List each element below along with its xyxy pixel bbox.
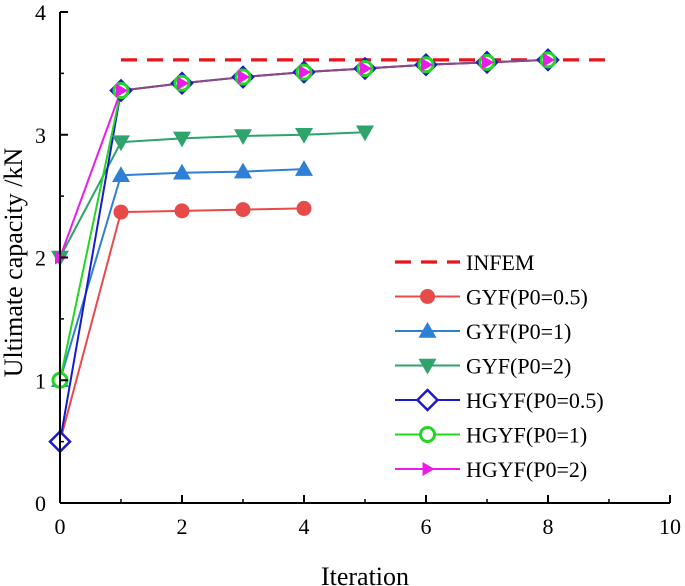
- series-initial-segment: [59, 90, 122, 442]
- legend-label: HGYF(P0=1): [466, 423, 587, 448]
- series-initial-segment: [59, 211, 122, 442]
- data-point: [421, 57, 433, 72]
- plot-area: [48, 48, 609, 454]
- data-point: [112, 135, 130, 152]
- ticks: 0 2 4 6 8 10 0 1 2 3 4: [35, 0, 681, 539]
- series-initial-segment: [59, 90, 122, 381]
- series-initial-segment: [59, 90, 122, 258]
- legend-swatch-marker: [422, 462, 435, 476]
- x-tick-label: 8: [543, 514, 554, 539]
- data-point: [360, 61, 372, 76]
- y-tick-label: 2: [35, 246, 46, 271]
- legend-item: GYF(P0=2): [395, 354, 571, 379]
- data-point: [295, 160, 313, 176]
- legend-item: HGYF(P0=1): [395, 423, 587, 448]
- y-tick-label: 1: [35, 368, 46, 393]
- data-point: [113, 204, 129, 220]
- data-point: [543, 52, 555, 67]
- legend-item: GYF(P0=0.5): [395, 285, 588, 310]
- data-point: [173, 163, 191, 180]
- legend: INFEM GYF(P0=0.5) GYF(P0=1) GYF(P0=2) HGYF(P…: [395, 250, 604, 482]
- legend-item: INFEM: [395, 250, 534, 275]
- legend-label: HGYF(P0=2): [466, 457, 587, 482]
- data-point: [235, 202, 251, 218]
- x-tick-label: 0: [55, 514, 66, 539]
- series-line: [120, 207, 305, 214]
- data-point: [116, 83, 128, 98]
- legend-swatch-marker: [420, 289, 435, 304]
- y-tick-label: 3: [35, 123, 46, 148]
- x-tick-label: 10: [659, 514, 681, 539]
- series-initial-segment: [59, 141, 122, 258]
- x-tick-label: 4: [299, 514, 310, 539]
- x-tick-label: 6: [421, 514, 432, 539]
- data-point: [177, 76, 189, 91]
- data-point: [173, 131, 191, 148]
- data-point: [234, 162, 252, 179]
- legend-swatch-marker: [419, 426, 436, 443]
- data-point: [482, 55, 494, 70]
- legend-label: GYF(P0=0.5): [466, 285, 588, 310]
- legend-swatch-marker: [418, 358, 437, 375]
- legend-swatch-marker: [418, 322, 437, 338]
- data-point: [238, 70, 250, 85]
- legend-item: HGYF(P0=2): [395, 457, 587, 482]
- legend-label: INFEM: [466, 250, 534, 275]
- data-point: [295, 128, 313, 144]
- legend-label: HGYF(P0=0.5): [466, 388, 604, 413]
- series-line: [120, 168, 305, 177]
- y-tick-label: 4: [35, 0, 46, 25]
- series-initial-segment: [59, 174, 122, 381]
- data-point: [234, 129, 252, 145]
- y-axis-title: Ultimate capacity /kN: [0, 147, 28, 377]
- data-point: [356, 125, 374, 142]
- data-point: [299, 65, 311, 80]
- x-axis-title: Iteration: [321, 562, 409, 586]
- series-markers: [48, 48, 560, 454]
- legend-item: GYF(P0=1): [395, 319, 571, 344]
- data-point: [112, 166, 130, 183]
- data-point: [174, 203, 190, 219]
- legend-label: GYF(P0=1): [466, 319, 571, 344]
- legend-label: GYF(P0=2): [466, 354, 571, 379]
- legend-item: HGYF(P0=0.5): [395, 388, 604, 413]
- x-tick-label: 2: [177, 514, 188, 539]
- data-point: [296, 200, 312, 216]
- legend-swatch-marker: [415, 388, 440, 412]
- y-tick-label: 0: [35, 491, 46, 516]
